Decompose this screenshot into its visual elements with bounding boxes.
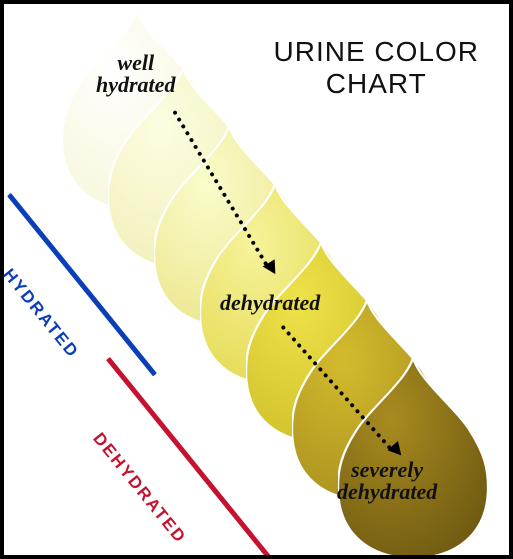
label-well-hydrated-l2: hydrated	[96, 72, 175, 97]
label-severely-dehydrated-l2: dehydrated	[337, 479, 437, 504]
dehydrated-band-text: DEHYDRATED	[89, 429, 190, 547]
hydrated-band-text: HYDRATED	[0, 265, 83, 362]
chart-title: URINE COLOR CHART	[274, 36, 479, 100]
dehydrated-band-label: DEHYDRATED	[88, 429, 190, 548]
title-line1: URINE COLOR	[274, 36, 479, 67]
title-line2: CHART	[326, 68, 427, 99]
hydrated-band-label: HYDRATED	[0, 265, 83, 362]
label-dehydrated-l1: dehydrated	[220, 290, 320, 315]
label-dehydrated: dehydrated	[220, 292, 320, 314]
urine-color-chart: URINE COLOR CHART HYDRATED DEHYDRATED we…	[0, 0, 513, 559]
label-well-hydrated: well hydrated	[96, 52, 175, 96]
label-severely-dehydrated: severely dehydrated	[337, 459, 437, 503]
